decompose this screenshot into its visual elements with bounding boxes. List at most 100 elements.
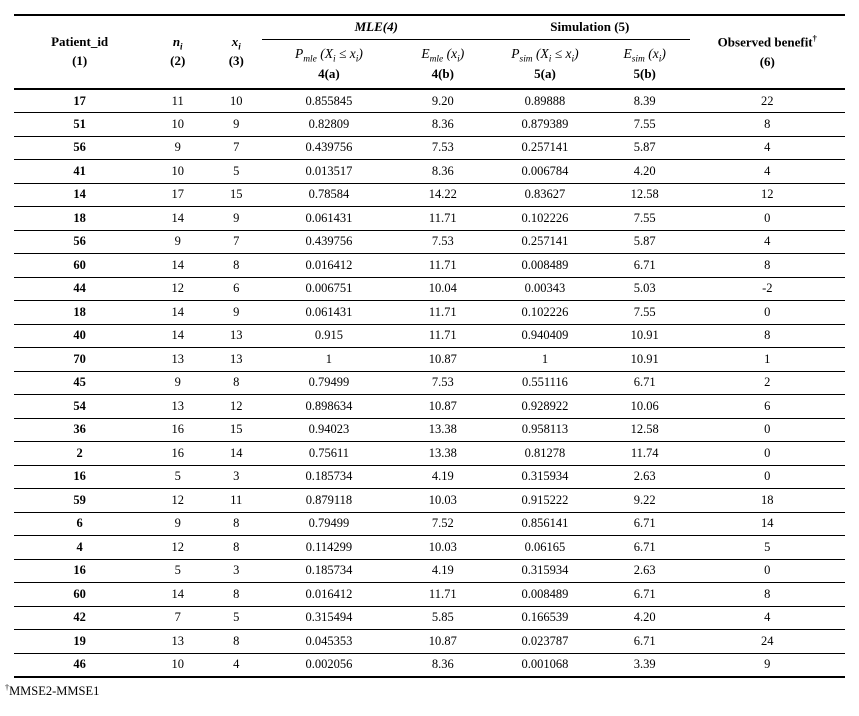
cell-p_mle: 0.439756 [305, 140, 353, 155]
cell-patient_id: 18 [73, 304, 86, 319]
cell-observed_benefit: 0 [764, 422, 771, 437]
table-body: 17 11 10 0.855845 9.20 0.89888 8.39 22 51 10 9 0.82… [14, 89, 845, 677]
cell-e_mle: 10.04 [428, 281, 457, 296]
cell-observed_benefit: 8 [764, 586, 771, 601]
table-row: 59 12 11 0.879118 10.03 0.915222 9.22 18 [14, 488, 845, 513]
table-row: 4 12 8 0.114299 10.03 0.06165 6.71 5 [14, 535, 845, 560]
col-header-x-i-number: (3) [228, 53, 244, 68]
col-header-x-i: xi (3) [210, 15, 263, 90]
table-footnote: †MMSE2-MMSE1 [5, 683, 100, 699]
cell-e_sim: 6.71 [633, 633, 656, 648]
cell-n_i: 12 [171, 492, 184, 507]
cell-e_mle: 11.71 [428, 304, 457, 319]
col-header-observed-benefit: Observed benefit† (6) [689, 15, 845, 90]
cell-e_sim: 12.58 [630, 187, 659, 202]
cell-x_i: 3 [233, 563, 240, 578]
cell-x_i: 13 [230, 328, 243, 343]
cell-e_sim: 11.74 [630, 445, 659, 460]
cell-e_mle: 13.38 [428, 445, 457, 460]
cell-x_i: 9 [233, 304, 240, 319]
cell-p_sim: 0.940409 [521, 328, 569, 343]
cell-e_sim: 8.39 [633, 93, 656, 108]
cell-p_mle: 0.045353 [305, 633, 353, 648]
cell-e_mle: 4.19 [431, 469, 454, 484]
cell-patient_id: 46 [73, 657, 86, 671]
cell-p_mle: 0.013517 [305, 163, 353, 178]
cell-n_i: 16 [171, 445, 184, 460]
cell-e_mle: 11.71 [428, 328, 457, 343]
cell-e_sim: 12.58 [630, 422, 659, 437]
cell-p_sim: 0.166539 [521, 610, 569, 625]
cell-observed_benefit: 0 [764, 304, 771, 319]
cell-e_sim: 4.20 [633, 610, 656, 625]
table-row: 2 16 14 0.75611 13.38 0.81278 11.74 0 [14, 441, 845, 466]
cell-p_sim: 0.001068 [521, 657, 569, 671]
cell-p_mle: 0.061431 [305, 210, 353, 225]
col-header-n-i: ni (2) [145, 15, 211, 90]
cell-p_mle: 0.79499 [308, 375, 350, 390]
cell-n_i: 9 [174, 375, 181, 390]
table-row: 45 9 8 0.79499 7.53 0.551116 6.71 2 [14, 371, 845, 395]
cell-e_sim: 4.20 [633, 163, 656, 178]
cell-n_i: 7 [174, 610, 181, 625]
cell-n_i: 14 [171, 304, 184, 319]
table-row: 14 17 15 0.78584 14.22 0.83627 12.58 12 [14, 183, 845, 207]
cell-p_sim: 0.008489 [521, 257, 569, 272]
table-row: 36 16 15 0.94023 13.38 0.958113 12.58 0 [14, 418, 845, 442]
cell-p_mle: 0.185734 [305, 469, 353, 484]
cell-x_i: 6 [233, 281, 240, 296]
cell-n_i: 10 [171, 163, 184, 178]
cell-p_sim: 0.551116 [521, 375, 568, 390]
table-row: 70 13 13 1 10.87 1 10.91 1 [14, 347, 845, 372]
table-row: 42 7 5 0.315494 5.85 0.166539 4.20 4 [14, 606, 845, 630]
cell-p_sim: 0.102226 [521, 304, 569, 319]
cell-p_mle: 0.061431 [305, 304, 353, 319]
cell-e_sim: 6.71 [633, 586, 656, 601]
cell-observed_benefit: 0 [764, 563, 771, 578]
cell-p_sim: 0.315934 [521, 469, 569, 484]
cell-n_i: 16 [171, 422, 184, 437]
cell-e_sim: 10.91 [630, 328, 659, 343]
col-header-e-mle-formula: Emle (xi) [421, 45, 465, 65]
cell-e_mle: 10.87 [428, 351, 457, 366]
cell-e_mle: 10.03 [428, 539, 457, 554]
col-header-p-mle: Pmle (Xi ≤ xi) 4(a) [262, 39, 396, 90]
cell-e_sim: 10.91 [630, 351, 659, 366]
col-header-observed-benefit-label: Observed benefit† [717, 33, 817, 50]
cell-p_sim: 0.879389 [521, 116, 569, 131]
table-row: 44 12 6 0.006751 10.04 0.00343 5.03 -2 [14, 277, 845, 301]
cell-e_mle: 10.87 [428, 398, 457, 413]
table-row: 54 13 12 0.898634 10.87 0.928922 10.06 6 [14, 394, 845, 419]
cell-p_sim: 0.958113 [521, 422, 569, 437]
cell-patient_id: 6 [76, 516, 83, 531]
cell-p_mle: 0.439756 [305, 234, 353, 249]
cell-p_mle: 0.855845 [305, 93, 353, 108]
cell-p_mle: 0.879118 [305, 492, 353, 507]
cell-e_mle: 13.38 [428, 422, 457, 437]
cell-patient_id: 19 [73, 633, 86, 648]
cell-patient_id: 4 [76, 539, 83, 554]
cell-p_mle: 0.002056 [305, 657, 353, 671]
cell-e_sim: 6.71 [633, 539, 656, 554]
cell-e_sim: 7.55 [633, 116, 656, 131]
cell-p_mle: 0.898634 [305, 398, 353, 413]
cell-x_i: 8 [233, 539, 240, 554]
cell-e_sim: 6.71 [633, 516, 656, 531]
cell-p_sim: 0.00343 [524, 281, 566, 296]
cell-x_i: 7 [233, 234, 240, 249]
cell-patient_id: 45 [73, 375, 86, 390]
cell-x_i: 8 [233, 257, 240, 272]
cell-observed_benefit: 12 [761, 187, 774, 202]
cell-observed_benefit: 22 [761, 93, 774, 108]
cell-x_i: 12 [230, 398, 243, 413]
cell-n_i: 10 [171, 657, 184, 671]
cell-e_mle: 11.71 [428, 586, 457, 601]
cell-p_sim: 0.315934 [521, 563, 569, 578]
cell-e_sim: 5.03 [633, 281, 656, 296]
cell-e_sim: 7.55 [633, 304, 656, 319]
cell-x_i: 9 [233, 116, 240, 131]
cell-n_i: 17 [171, 187, 184, 202]
cell-n_i: 9 [174, 140, 181, 155]
cell-e_mle: 8.36 [431, 657, 454, 671]
cell-p_sim: 0.06165 [524, 539, 566, 554]
